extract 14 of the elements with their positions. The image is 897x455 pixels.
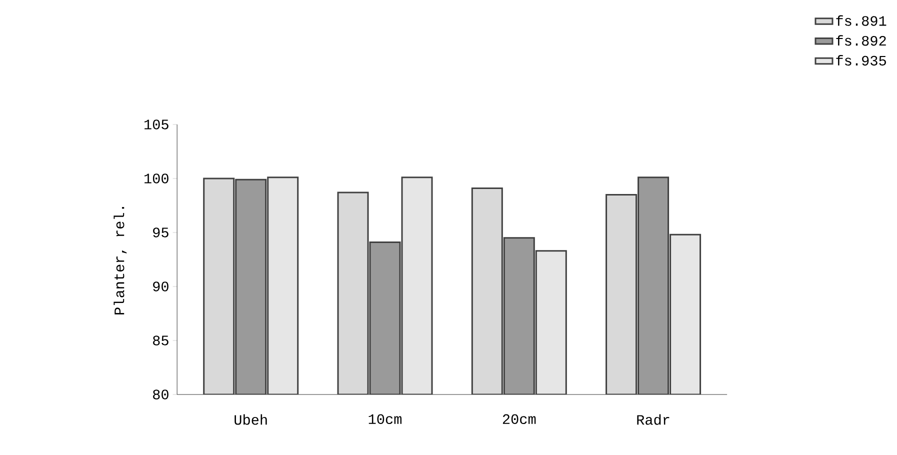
x-tick-label: Ubeh [234,414,267,425]
legend-label: fs.891 [836,15,886,26]
x-tick-label: 10cm [368,414,402,424]
legend-label: fs.935 [836,55,886,66]
y-tick-label: 90 [153,282,168,292]
x-tick-label: 20cm [502,414,536,424]
legend-label: fs.892 [836,35,886,46]
y-tick-label: 100 [144,174,168,184]
y-tick-label: 80 [153,390,168,400]
y-tick-label: 105 [144,120,168,130]
y-tick-label: 85 [153,336,168,346]
y-axis-title: Planter, rel. [114,207,127,314]
y-tick-label: 95 [153,228,168,238]
x-tick-label: Radr [637,414,670,425]
